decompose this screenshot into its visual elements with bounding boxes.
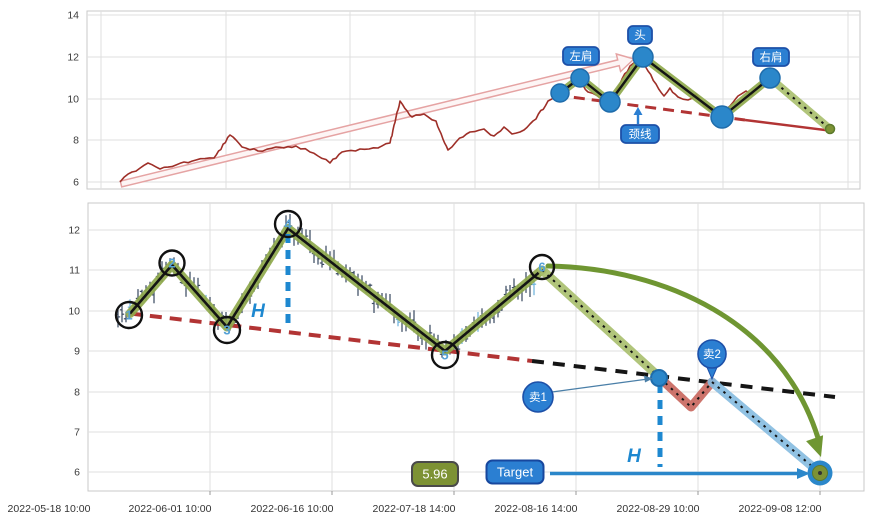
- y-axis-label: 8: [74, 387, 80, 399]
- pivot-ring: [158, 249, 186, 277]
- projection-green: [537, 265, 663, 381]
- y-axis-label: 6: [73, 177, 79, 189]
- pivot-ring: [430, 340, 460, 370]
- pivot-number: 5: [441, 348, 448, 363]
- bottom-panel-border: [87, 202, 865, 492]
- projection-red: [655, 373, 717, 412]
- sell2-circle: [697, 339, 727, 369]
- pivot-dot: [710, 105, 734, 129]
- pivot-number: 1: [125, 308, 132, 323]
- pivot-dot: [759, 67, 781, 89]
- x-axis-label: 2022-08-16 14:00: [495, 503, 578, 515]
- target-value-box: 5.96: [411, 461, 459, 487]
- target-arrowhead: [797, 468, 810, 479]
- pivot-ring: [528, 253, 556, 281]
- pivot-dot: [570, 68, 590, 88]
- green-arc-arrowhead: [806, 435, 824, 457]
- pivot-ring: [114, 300, 144, 330]
- pivot-circle-6: 6: [528, 253, 556, 281]
- value-box-text: 5.96: [422, 467, 447, 482]
- pivot-number: 6: [538, 260, 545, 275]
- y-axis-label: 6: [74, 467, 80, 479]
- y-axis-label: 12: [67, 52, 79, 64]
- sell1-circle: [522, 381, 554, 413]
- y-axis-label: 7: [74, 427, 80, 439]
- x-axis-label: 2022-07-18 14:00: [373, 503, 456, 515]
- sell1-text: 卖1: [529, 391, 547, 404]
- y-axis-label: 10: [68, 306, 80, 318]
- h-label-2: H: [627, 446, 642, 467]
- y-axis-label: 14: [67, 10, 79, 22]
- x-axis-label: 2022-06-01 10:00: [129, 503, 212, 515]
- x-axis-label: 2022-09-08 12:00: [739, 503, 822, 515]
- sell2-pin: 卖2: [697, 339, 727, 381]
- pivot-dot: [632, 46, 654, 68]
- pivot-ring: [212, 315, 242, 345]
- pivot-dot: [550, 83, 570, 103]
- target-box: Target: [485, 459, 545, 485]
- projection-blue-core: [711, 381, 821, 474]
- pivot-number: 2: [168, 256, 175, 271]
- neckline-solid: [744, 118, 834, 133]
- label-head: 头: [627, 25, 653, 45]
- label-left-shoulder: 左肩: [562, 46, 600, 66]
- y-axis-label: 11: [69, 265, 80, 277]
- y-axis-label: 10: [67, 94, 79, 106]
- trend-arrow-channel: [119, 52, 636, 188]
- projection-end-dot: [824, 123, 836, 135]
- sell1-dot: [650, 369, 668, 387]
- final-marker-center: [818, 471, 822, 475]
- y-axis-label: 12: [68, 225, 80, 237]
- neckline-dashed: [555, 93, 746, 122]
- neckline-dashed-red: [129, 311, 533, 363]
- annotation-box: [562, 46, 600, 66]
- label-right-shoulder: 右肩: [752, 47, 790, 67]
- pivot-circle-5: 5: [430, 340, 460, 370]
- x-axis-label: 2022-06-16 10:00: [251, 503, 334, 515]
- value-box-rect: [411, 461, 459, 487]
- target-box-text: Target: [497, 465, 534, 480]
- y-axis-label: 9: [74, 346, 80, 358]
- sell2-text: 卖2: [703, 348, 721, 361]
- projection-core: [769, 77, 831, 130]
- annotation-box: [620, 124, 660, 144]
- h-label-1: H: [251, 301, 266, 322]
- green-arc-arrow: [545, 263, 821, 441]
- pivot-circle-4: 4: [273, 209, 303, 239]
- x-axis-label: 2022-08-29 10:00: [617, 503, 700, 515]
- sell1-pointer-line: [551, 378, 649, 393]
- annotation-text: 左肩: [570, 49, 593, 63]
- pivot-number: 3: [223, 323, 230, 338]
- target-box-rect: [485, 459, 545, 485]
- annotation-text: 头: [634, 29, 646, 42]
- price-line: [119, 57, 769, 183]
- pivot-dot: [599, 91, 621, 113]
- neckline-dashed-black: [531, 359, 836, 399]
- annotation-text: 右肩: [760, 50, 783, 64]
- pivot-circle-2: 2: [158, 249, 186, 277]
- sell1-pin: 卖1: [522, 375, 653, 413]
- pivot-circle-1: 1: [114, 300, 144, 330]
- annotation-box: [627, 25, 653, 45]
- y-axis-label: 8: [73, 135, 79, 147]
- neckline-arrowhead: [633, 107, 643, 115]
- annotation-text: 颈线: [629, 127, 652, 141]
- pivot-ring: [273, 209, 303, 239]
- annotation-box: [752, 47, 790, 67]
- x-axis-label: 2022-05-18 10:00: [8, 503, 91, 515]
- pivot-circle-3: 3: [212, 315, 242, 345]
- pivot-number: 4: [284, 217, 292, 232]
- sell1-pointer-arrowhead: [644, 375, 653, 383]
- label-neckline: 颈线: [620, 107, 660, 144]
